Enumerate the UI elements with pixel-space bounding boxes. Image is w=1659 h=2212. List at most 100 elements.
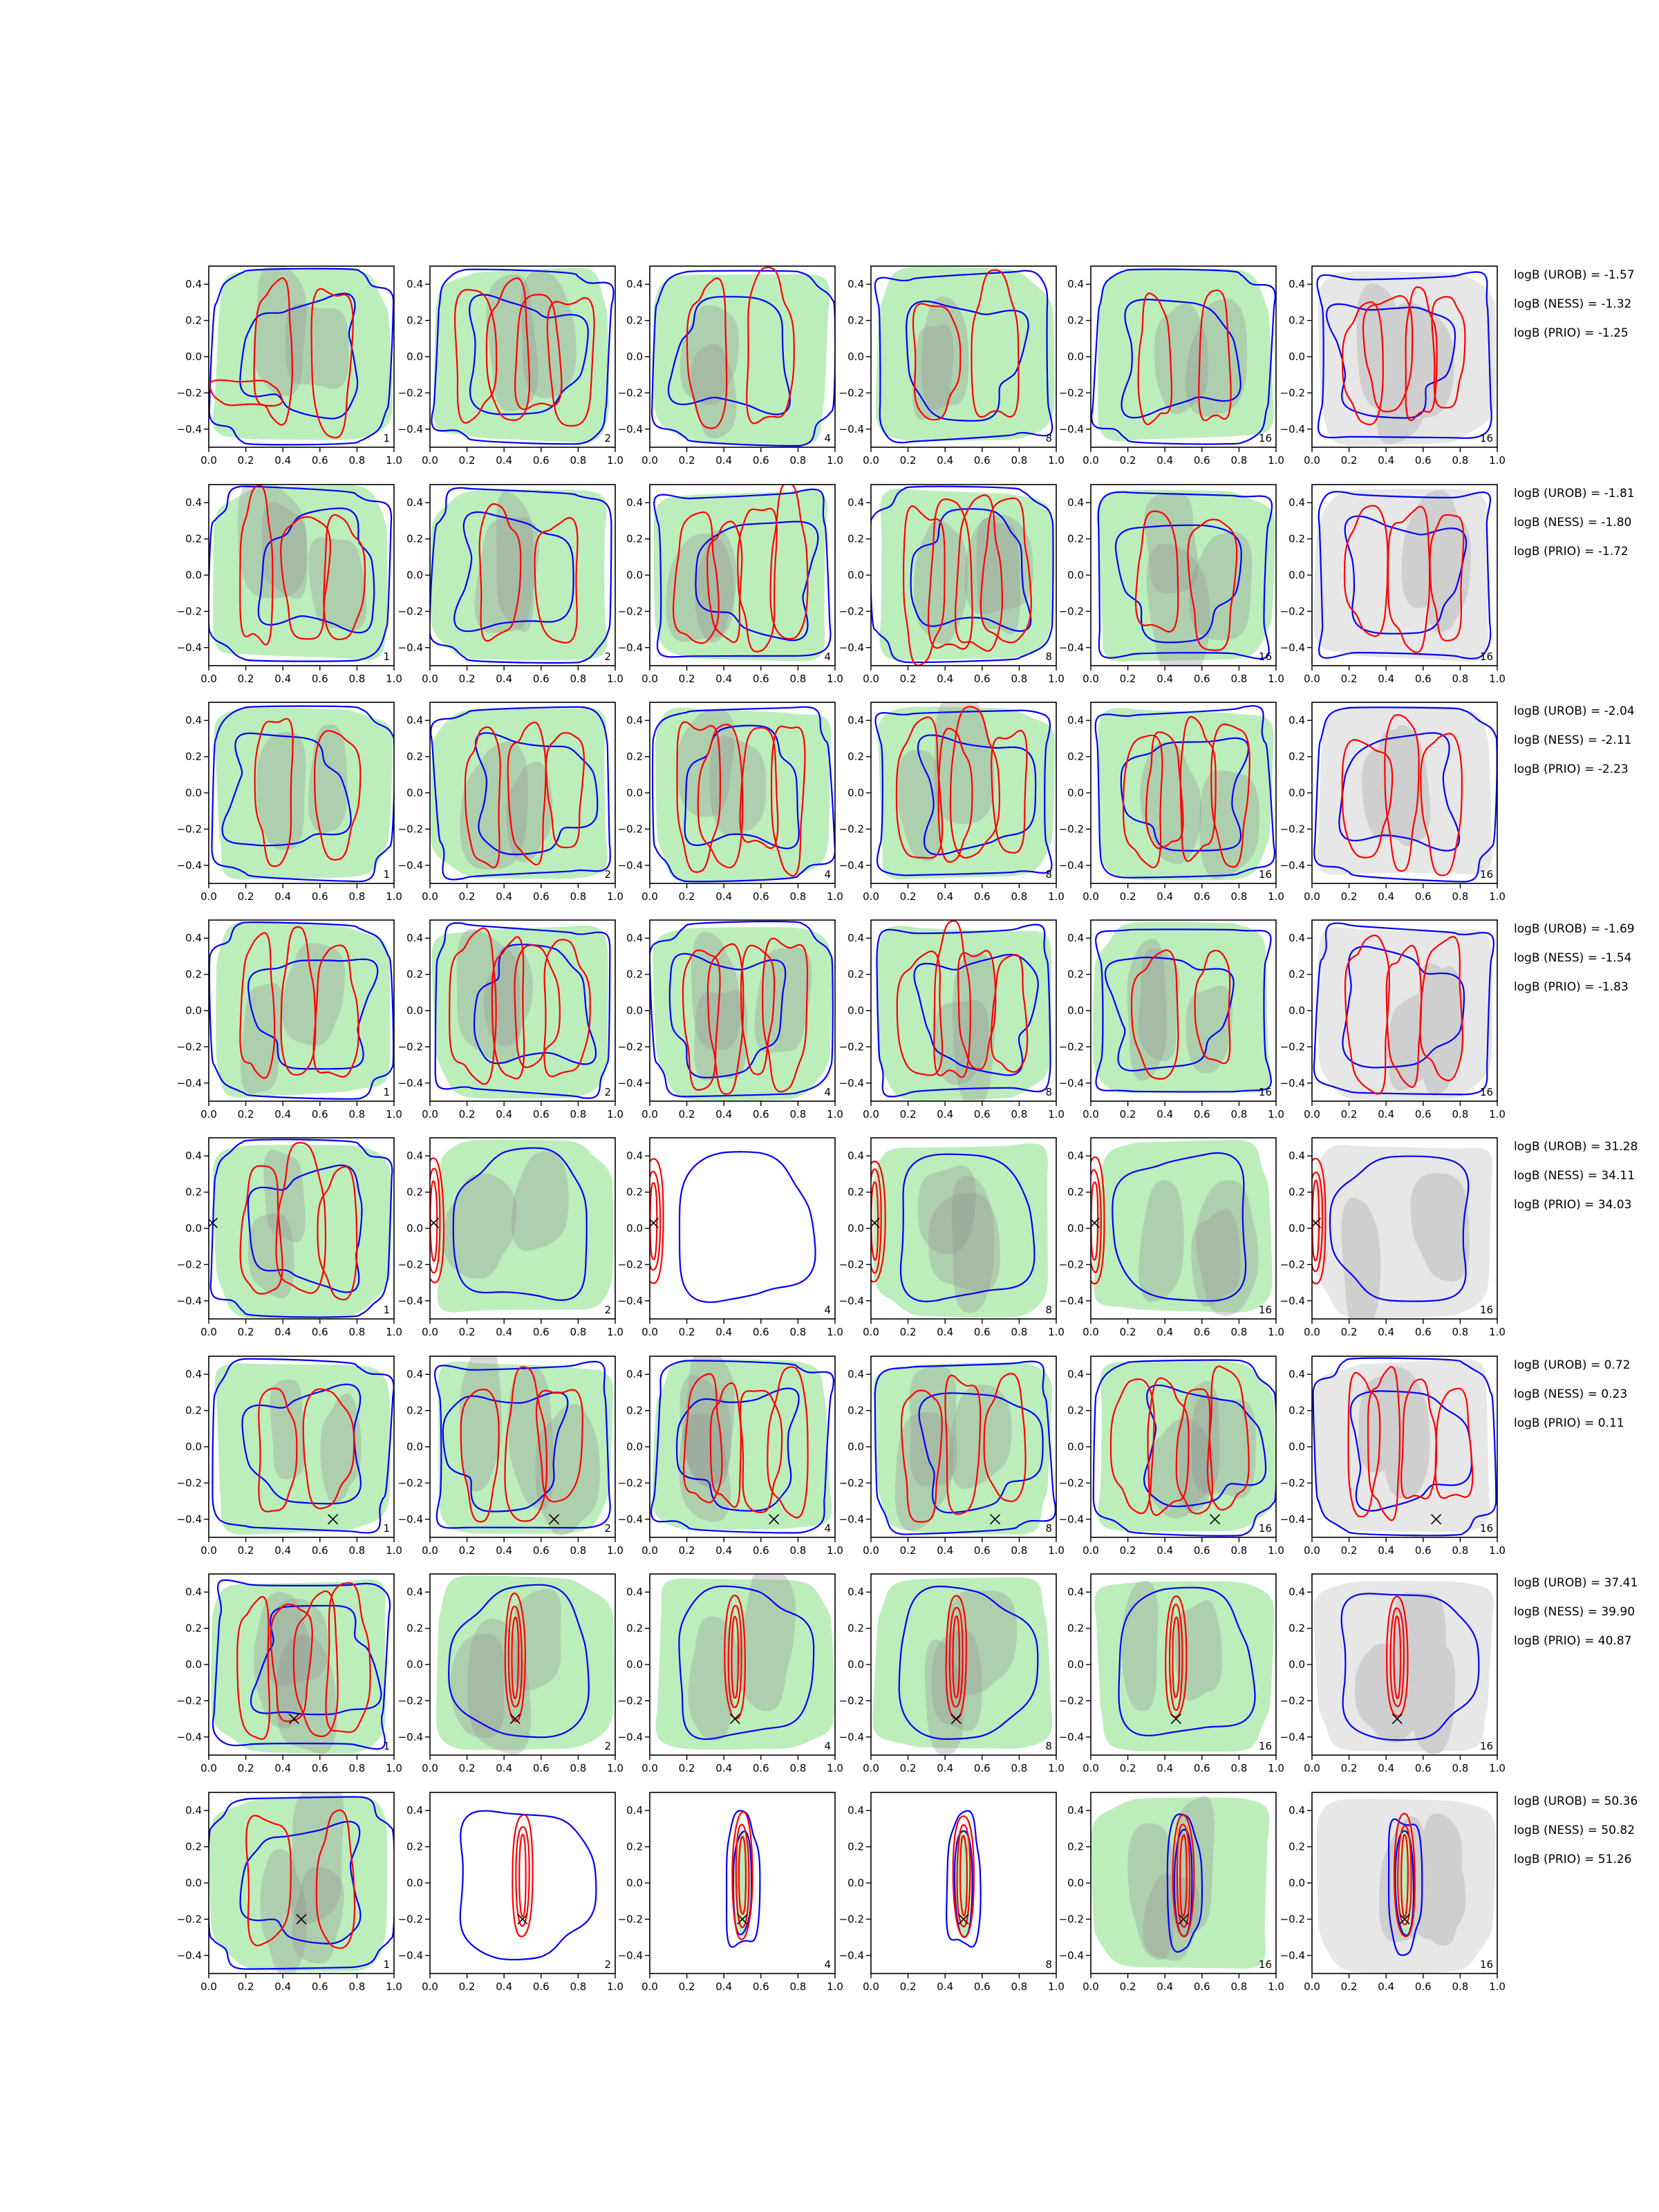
x-tick-label: 0.6 — [974, 454, 991, 467]
blue-contour — [247, 1164, 363, 1293]
filled-density-core — [951, 1176, 995, 1313]
y-tick-label: 0.0 — [1067, 1441, 1084, 1453]
y-tick-label: −0.2 — [1059, 605, 1084, 617]
x-tick-label: 0.8 — [1452, 1762, 1468, 1774]
y-tick-label: 0.4 — [1067, 1586, 1084, 1598]
panel-plot-area — [871, 485, 1056, 666]
y-tick-label: 0.4 — [1067, 278, 1084, 290]
y-tick-label: −0.2 — [839, 1913, 864, 1925]
x-tick-label: 0.0 — [641, 1762, 658, 1774]
x-tick-label: 1.0 — [1268, 673, 1284, 685]
y-tick-label: 0.2 — [406, 315, 423, 327]
x-tick-label: 0.4 — [1156, 673, 1173, 685]
y-tick-label: 0.2 — [185, 315, 202, 327]
y-tick-label: 0.0 — [185, 1222, 202, 1235]
panel-label: 2 — [604, 1304, 611, 1316]
red-contour — [209, 379, 283, 407]
x-tick-label: 1.0 — [607, 1108, 624, 1121]
filled-density-region — [1092, 921, 1271, 1094]
x-tick-label: 0.4 — [1378, 673, 1394, 685]
y-tick-label: −0.2 — [618, 386, 643, 399]
red-contour — [1393, 1615, 1402, 1700]
x-tick-label: 0.8 — [789, 1980, 806, 1993]
red-contour — [1400, 1378, 1438, 1500]
y-tick-label: −0.4 — [1059, 423, 1084, 435]
y-tick-label: −0.2 — [398, 1040, 423, 1053]
y-tick-label: 0.2 — [406, 1186, 423, 1199]
panel-label: 8 — [1045, 1740, 1052, 1752]
x-tick-label: 0.2 — [900, 1762, 917, 1774]
x-tick-label: 0.4 — [1378, 1980, 1394, 1993]
filled-density-region — [214, 708, 393, 880]
x-tick-label: 0.6 — [533, 1544, 550, 1557]
logb-annotation: logB (NESS) = 34.11 — [1514, 1169, 1635, 1183]
y-tick-label: 0.4 — [847, 1804, 864, 1817]
panel-label: 1 — [383, 650, 390, 663]
x-tick-label: 0.6 — [753, 890, 769, 903]
red-contour — [535, 1389, 583, 1503]
blue-contour — [1118, 1586, 1256, 1736]
x-tick-label: 0.8 — [1452, 1980, 1468, 1993]
x-tick-label: 0.8 — [1011, 1762, 1027, 1774]
x-tick-label: 0.4 — [715, 673, 732, 685]
red-contour — [518, 1833, 527, 1918]
x-tick-label: 0.4 — [496, 454, 512, 467]
x-tick-label: 0.2 — [1120, 673, 1136, 685]
red-contour — [1344, 934, 1391, 1095]
blue-contour — [250, 1604, 382, 1716]
y-tick-label: 0.4 — [1067, 714, 1084, 727]
y-tick-label: 0.2 — [185, 533, 202, 545]
panel-label: 4 — [824, 1086, 831, 1098]
red-contour — [1419, 936, 1464, 1082]
red-contour — [430, 1168, 441, 1274]
red-contour — [430, 1157, 445, 1284]
panel-plot-area — [871, 702, 1056, 883]
y-tick-label: −0.2 — [1280, 605, 1305, 617]
red-contour — [315, 1809, 356, 1949]
red-contour — [1385, 944, 1423, 1088]
y-tick-label: −0.4 — [1059, 859, 1084, 872]
x-tick-label: 0.0 — [422, 1326, 438, 1338]
red-contour — [1384, 714, 1420, 872]
x-tick-label: 1.0 — [827, 1980, 843, 1993]
y-tick-label: 0.4 — [1067, 496, 1084, 509]
x-tick-label: 1.0 — [607, 1762, 624, 1774]
panel-label: 4 — [824, 1740, 831, 1752]
y-tick-label: 0.0 — [406, 1877, 423, 1889]
y-tick-label: 0.2 — [406, 968, 423, 981]
true-parameter-marker — [958, 1913, 969, 1924]
x-tick-label: 1.0 — [1489, 1326, 1506, 1338]
red-contour — [515, 1826, 530, 1927]
panel-r8-c6: 0.0 0.2 0.4 0.6 0.8 1.0 0.4 0.2 0.0 −0.2 −0.4 16 — [1280, 1792, 1506, 1993]
panel-r8-c1: 0.0 0.2 0.4 0.6 0.8 1.0 0.4 0.2 0.0 −0.2 −0.4 1 — [177, 1792, 402, 1993]
filled-density-core — [265, 1598, 329, 1687]
red-contour — [1187, 518, 1238, 651]
red-contour — [1431, 296, 1466, 409]
red-contour — [485, 277, 531, 422]
panel-label: 2 — [604, 1522, 611, 1535]
x-tick-label: 1.0 — [827, 890, 843, 903]
x-tick-label: 0.2 — [1120, 1980, 1136, 1993]
red-contour — [737, 507, 778, 653]
red-contour — [731, 1615, 740, 1699]
blue-contour — [430, 487, 612, 664]
y-tick-label: 0.0 — [626, 569, 643, 581]
y-tick-label: 0.4 — [406, 1586, 423, 1598]
panel-label: 1 — [383, 1522, 390, 1535]
x-tick-label: 0.8 — [348, 1762, 365, 1774]
row-6: 0.0 0.2 0.4 0.6 0.8 1.00.40.20.0−0.2−0.410.0 0… — [177, 1356, 1630, 1557]
x-tick-label: 0.8 — [348, 1980, 365, 1993]
y-tick-label: 0.4 — [847, 1368, 864, 1380]
x-tick-label: 1.0 — [827, 1762, 843, 1774]
blue-contour — [211, 705, 394, 883]
panel-label: 16 — [1259, 1522, 1272, 1535]
x-tick-label: 0.8 — [1452, 1544, 1468, 1557]
logb-annotation: logB (NESS) = 0.23 — [1514, 1387, 1627, 1401]
panel-label: 16 — [1480, 868, 1493, 881]
y-tick-label: 0.0 — [185, 569, 202, 581]
filled-density-core — [688, 1616, 740, 1741]
x-tick-label: 0.4 — [715, 1544, 732, 1557]
panel-plot-area — [430, 1574, 615, 1755]
x-tick-label: 0.8 — [1452, 1108, 1468, 1121]
y-tick-label: −0.2 — [618, 1913, 643, 1925]
